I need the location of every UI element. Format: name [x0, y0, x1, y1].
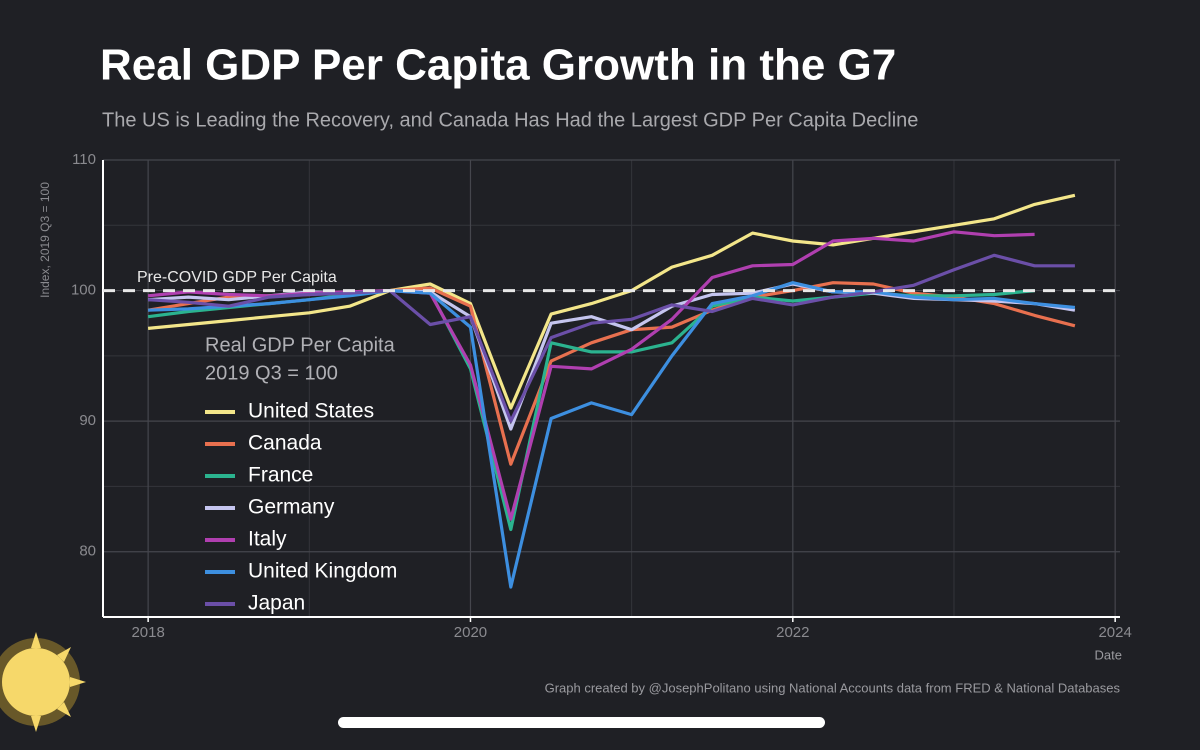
chart-subtitle: The US is Leading the Recovery, and Cana…	[102, 109, 918, 131]
legend-label: United Kingdom	[248, 560, 397, 583]
y-axis-label: Index, 2019 Q3 = 100	[38, 182, 52, 298]
caption: Graph created by @JosephPolitano using N…	[545, 680, 1121, 695]
reference-label: Pre-COVID GDP Per Capita	[137, 269, 337, 286]
x-tick-label: 2022	[776, 624, 809, 641]
legend-label: Canada	[248, 432, 322, 455]
home-indicator	[338, 717, 825, 728]
series-line	[147, 253, 1075, 423]
chart-title: Real GDP Per Capita Growth in the G7	[100, 41, 896, 90]
x-tick-label: 2020	[454, 624, 487, 641]
legend-label: France	[248, 464, 313, 487]
legend-label: Japan	[248, 592, 305, 615]
legend-title: Real GDP Per Capita	[205, 334, 396, 356]
x-axis-label: Date	[1095, 647, 1122, 662]
legend-title: 2019 Q3 = 100	[205, 362, 338, 384]
y-tick-label: 100	[71, 282, 96, 299]
series-line	[148, 281, 1076, 589]
legend-label: United States	[248, 400, 374, 423]
x-tick-label: 2024	[1098, 624, 1131, 641]
x-tick-label: 2018	[131, 624, 164, 641]
y-tick-label: 90	[79, 412, 96, 429]
y-tick-label: 80	[79, 543, 96, 560]
y-tick-label: 110	[72, 151, 96, 168]
legend-label: Italy	[248, 528, 287, 551]
series-line	[147, 193, 1076, 410]
legend-label: Germany	[248, 496, 335, 519]
sun-icon	[0, 632, 86, 732]
